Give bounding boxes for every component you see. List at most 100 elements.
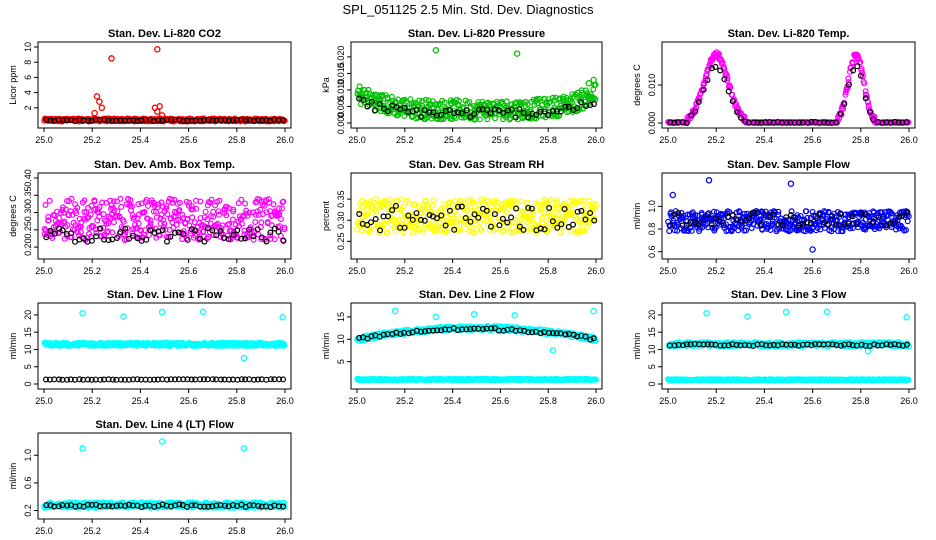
data-point [275,228,282,235]
x-tick-label: 26.0 [900,135,918,145]
data-point [475,106,482,113]
y-tick-label: 10 [336,334,346,344]
outlier-point [590,76,597,84]
data-point [892,226,899,233]
data-point [210,213,217,220]
data-point [422,96,429,103]
data-point [72,210,79,217]
x-tick-label: 25.4 [756,396,774,406]
data-point [134,376,141,383]
plot-frame [350,41,603,129]
data-point [491,106,498,113]
data-point [875,214,882,221]
data-point [688,227,695,234]
data-point [446,207,453,214]
data-point [188,226,195,233]
data-point [414,226,421,233]
x-tick-label: 25.0 [348,266,366,276]
x-tick-label: 25.2 [83,266,101,276]
data-point [386,196,393,203]
data-point [267,235,274,242]
x-tick-label: 25.0 [659,266,677,276]
data-point [468,197,475,204]
series-low [664,376,912,384]
data-point [96,225,103,232]
data-point [442,222,449,229]
x-tick-label: 25.0 [659,135,677,145]
y-axis-label: degrees C [632,64,642,106]
data-point [737,114,744,121]
data-point [733,216,740,223]
y-tick-label: 0.30 [336,211,346,229]
data-point [853,220,860,227]
data-point [264,219,271,226]
data-point [204,216,211,223]
data-point [81,197,88,204]
data-point [549,212,556,219]
outlier-point [513,50,521,57]
data-point [113,117,120,124]
series-2.5-min [356,325,597,343]
data-point [120,218,127,225]
data-point [59,117,66,124]
data-point [109,229,116,236]
outlier-point [511,311,518,319]
y-tick-label: 0.35 [23,187,33,205]
data-point [413,210,420,217]
data-point [746,215,753,222]
series-raw [41,46,288,125]
data-point [100,224,107,231]
data-point [160,216,167,223]
data-point [463,107,470,114]
data-point [373,208,380,215]
data-point [420,202,427,209]
data-point [866,108,873,115]
panel-title: Stan. Dev. Line 3 Flow [731,289,847,301]
data-point [127,197,134,204]
x-tick-label: 25.2 [83,135,101,145]
data-point [91,198,98,205]
data-point [457,226,464,233]
data-point [180,230,187,237]
data-point [356,83,363,90]
data-point [708,221,715,228]
data-point [134,235,141,242]
series-2.5-min [356,95,597,121]
data-point [882,222,889,229]
data-point [246,226,253,233]
outlier-point [93,93,101,100]
series-2.5-min [43,225,287,245]
data-point [238,376,245,383]
data-point [716,218,723,225]
y-tick-label: 15 [647,327,657,337]
data-point [92,116,99,123]
data-point [172,229,179,236]
data-point [392,202,399,209]
data-point [904,218,911,225]
x-tick-label: 25.6 [180,396,198,406]
data-point [369,91,376,98]
data-point [234,227,241,234]
data-point [483,207,490,214]
data-point [209,376,216,383]
data-point [857,72,864,79]
data-point [845,81,852,88]
data-point [150,208,157,215]
data-point [467,113,474,120]
data-point [451,226,458,233]
data-point [577,95,584,102]
data-point [788,208,795,215]
y-tick-label: 0.25 [23,221,33,239]
data-point [864,222,871,229]
data-point [770,211,777,218]
data-point [554,196,561,203]
data-point [105,237,112,244]
data-point [418,113,425,120]
y-tick-label: 10 [647,344,657,354]
data-point [180,376,187,383]
data-point [845,79,852,86]
data-point [251,376,258,383]
data-point [55,376,62,383]
data-point [698,209,705,216]
data-point [280,237,287,244]
